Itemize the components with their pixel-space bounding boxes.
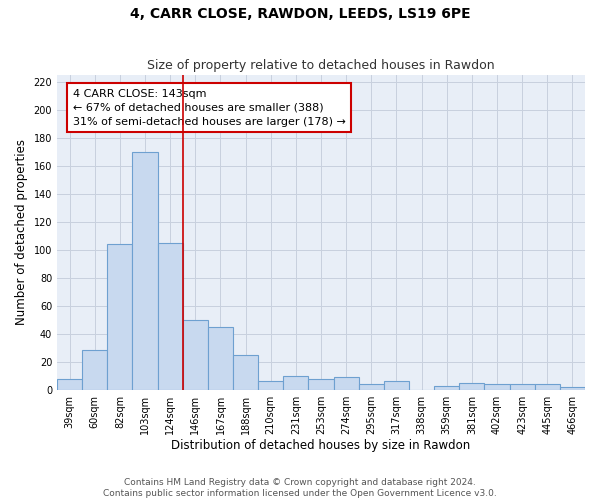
Bar — [283, 376, 308, 390]
Bar — [509, 384, 535, 390]
Bar — [183, 320, 208, 390]
Text: 4 CARR CLOSE: 143sqm
← 67% of detached houses are smaller (388)
31% of semi-deta: 4 CARR CLOSE: 143sqm ← 67% of detached h… — [73, 88, 346, 126]
Bar — [334, 377, 359, 390]
Bar — [434, 386, 459, 390]
X-axis label: Distribution of detached houses by size in Rawdon: Distribution of detached houses by size … — [172, 440, 470, 452]
Bar — [82, 350, 107, 390]
Y-axis label: Number of detached properties: Number of detached properties — [15, 139, 28, 325]
Bar — [158, 242, 183, 390]
Bar — [308, 378, 334, 390]
Bar — [107, 244, 133, 390]
Bar — [57, 378, 82, 390]
Bar — [208, 326, 233, 390]
Bar — [484, 384, 509, 390]
Text: 4, CARR CLOSE, RAWDON, LEEDS, LS19 6PE: 4, CARR CLOSE, RAWDON, LEEDS, LS19 6PE — [130, 8, 470, 22]
Bar — [133, 152, 158, 390]
Bar — [459, 382, 484, 390]
Bar — [384, 382, 409, 390]
Text: Contains HM Land Registry data © Crown copyright and database right 2024.
Contai: Contains HM Land Registry data © Crown c… — [103, 478, 497, 498]
Bar — [359, 384, 384, 390]
Title: Size of property relative to detached houses in Rawdon: Size of property relative to detached ho… — [147, 59, 495, 72]
Bar — [258, 382, 283, 390]
Bar — [535, 384, 560, 390]
Bar — [233, 354, 258, 390]
Bar — [560, 387, 585, 390]
